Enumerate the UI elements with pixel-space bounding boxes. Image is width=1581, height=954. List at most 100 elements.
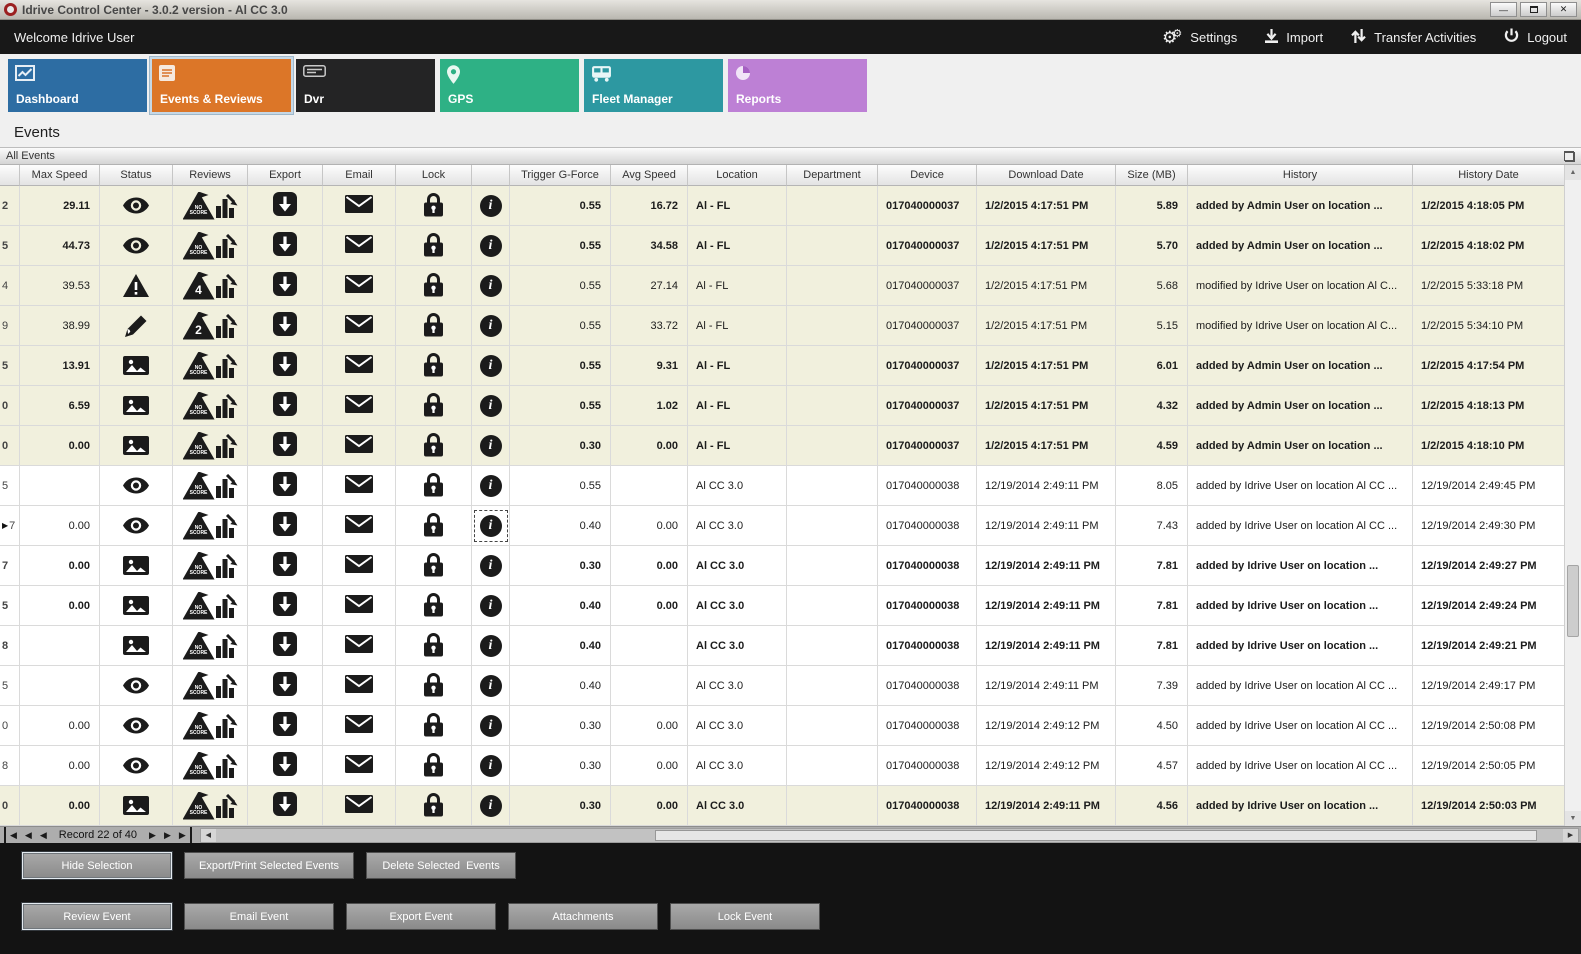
hide-selection-button[interactable]: Hide Selection bbox=[22, 852, 172, 879]
next-page-button[interactable]: ▶ bbox=[160, 827, 175, 843]
lock-cell[interactable] bbox=[396, 426, 472, 466]
info-cell[interactable]: i bbox=[472, 386, 510, 426]
column-header-max-speed[interactable]: Max Speed bbox=[20, 165, 100, 186]
status-cell[interactable] bbox=[100, 586, 173, 626]
table-row[interactable]: ▶5 44.73 NO SCORE i 0.55 34.58 Al - FL 0… bbox=[0, 226, 1564, 266]
email-cell[interactable] bbox=[323, 186, 396, 226]
status-cell[interactable] bbox=[100, 186, 173, 226]
vertical-scrollbar[interactable]: ▲ ▼ bbox=[1564, 165, 1581, 826]
status-cell[interactable] bbox=[100, 506, 173, 546]
email-cell[interactable] bbox=[323, 746, 396, 786]
prev-page-button[interactable]: ◀ bbox=[21, 827, 36, 843]
export-cell[interactable] bbox=[248, 346, 323, 386]
lock-cell[interactable] bbox=[396, 186, 472, 226]
lock-cell[interactable] bbox=[396, 346, 472, 386]
lock-cell[interactable] bbox=[396, 306, 472, 346]
tab-dvr[interactable]: Dvr bbox=[296, 59, 435, 112]
next-record-button[interactable]: ▶ bbox=[145, 827, 160, 843]
column-header-location[interactable]: Location bbox=[688, 165, 787, 186]
export-cell[interactable] bbox=[248, 386, 323, 426]
export-cell[interactable] bbox=[248, 586, 323, 626]
transfer-activities-button[interactable]: Transfer Activities bbox=[1351, 29, 1476, 46]
email-event-button[interactable]: Email Event bbox=[184, 903, 334, 930]
settings-button[interactable]: ⚙⚙ Settings bbox=[1162, 29, 1237, 46]
email-cell[interactable] bbox=[323, 546, 396, 586]
export-cell[interactable] bbox=[248, 546, 323, 586]
lock-cell[interactable] bbox=[396, 226, 472, 266]
lock-event-button[interactable]: Lock Event bbox=[670, 903, 820, 930]
table-row[interactable]: ▶5 0.00 NO SCORE i 0.40 0.00 Al CC 3.0 0… bbox=[0, 586, 1564, 626]
import-button[interactable]: Import bbox=[1265, 29, 1323, 46]
close-button[interactable]: ✕ bbox=[1550, 2, 1577, 17]
vertical-scrollbar-thumb[interactable] bbox=[1567, 565, 1579, 637]
email-cell[interactable] bbox=[323, 666, 396, 706]
status-cell[interactable] bbox=[100, 546, 173, 586]
reviews-cell[interactable]: NO SCORE bbox=[173, 786, 248, 826]
table-row[interactable]: ▶2 29.11 NO SCORE i 0.55 16.72 Al - FL 0… bbox=[0, 186, 1564, 226]
reviews-cell[interactable]: NO SCORE bbox=[173, 626, 248, 666]
tab-reports[interactable]: Reports bbox=[728, 59, 867, 112]
table-row[interactable]: ▶0 0.00 NO SCORE i 0.30 0.00 Al CC 3.0 0… bbox=[0, 706, 1564, 746]
info-cell[interactable]: i bbox=[472, 426, 510, 466]
email-cell[interactable] bbox=[323, 706, 396, 746]
column-header-info[interactable] bbox=[472, 165, 510, 186]
export-cell[interactable] bbox=[248, 746, 323, 786]
status-cell[interactable] bbox=[100, 666, 173, 706]
reviews-cell[interactable]: NO SCORE bbox=[173, 666, 248, 706]
scroll-right-icon[interactable]: ▶ bbox=[1563, 829, 1578, 842]
status-cell[interactable] bbox=[100, 426, 173, 466]
review-event-button[interactable]: Review Event bbox=[22, 903, 172, 930]
info-cell[interactable]: i bbox=[472, 626, 510, 666]
status-cell[interactable] bbox=[100, 266, 173, 306]
scroll-left-icon[interactable]: ◀ bbox=[201, 829, 216, 842]
lock-cell[interactable] bbox=[396, 506, 472, 546]
column-header-history[interactable]: History bbox=[1188, 165, 1413, 186]
lock-cell[interactable] bbox=[396, 626, 472, 666]
lock-cell[interactable] bbox=[396, 546, 472, 586]
column-header-trigger-g-force[interactable]: Trigger G-Force bbox=[510, 165, 611, 186]
info-cell[interactable]: i bbox=[472, 506, 510, 546]
info-cell[interactable]: i bbox=[472, 786, 510, 826]
info-cell[interactable]: i bbox=[472, 306, 510, 346]
column-header-department[interactable]: Department bbox=[787, 165, 878, 186]
info-cell[interactable]: i bbox=[472, 546, 510, 586]
tab-dashboard[interactable]: Dashboard bbox=[8, 59, 147, 112]
reviews-cell[interactable]: 2 bbox=[173, 306, 248, 346]
email-cell[interactable] bbox=[323, 346, 396, 386]
info-cell[interactable]: i bbox=[472, 226, 510, 266]
table-row[interactable]: ▶0 0.00 NO SCORE i 0.30 0.00 Al CC 3.0 0… bbox=[0, 786, 1564, 826]
column-header-size-mb[interactable]: Size (MB) bbox=[1116, 165, 1188, 186]
reviews-cell[interactable]: NO SCORE bbox=[173, 546, 248, 586]
email-cell[interactable] bbox=[323, 786, 396, 826]
info-cell[interactable]: i bbox=[472, 666, 510, 706]
status-cell[interactable] bbox=[100, 306, 173, 346]
export-print-selected-events-button[interactable]: Export/Print Selected Events bbox=[184, 852, 354, 879]
attachments-button[interactable]: Attachments bbox=[508, 903, 658, 930]
tab-fleet-manager[interactable]: Fleet Manager bbox=[584, 59, 723, 112]
status-cell[interactable] bbox=[100, 626, 173, 666]
export-cell[interactable] bbox=[248, 426, 323, 466]
minimize-button[interactable]: — bbox=[1490, 2, 1517, 17]
status-cell[interactable] bbox=[100, 786, 173, 826]
email-cell[interactable] bbox=[323, 226, 396, 266]
lock-cell[interactable] bbox=[396, 746, 472, 786]
email-cell[interactable] bbox=[323, 426, 396, 466]
table-row[interactable]: ▶8 NO SCORE i 0.40 Al CC 3.0 01704000003… bbox=[0, 626, 1564, 666]
email-cell[interactable] bbox=[323, 626, 396, 666]
column-header-status[interactable]: Status bbox=[100, 165, 173, 186]
lock-cell[interactable] bbox=[396, 706, 472, 746]
table-row[interactable]: ▶7 0.00 NO SCORE i 0.30 0.00 Al CC 3.0 0… bbox=[0, 546, 1564, 586]
panel-restore-icon[interactable] bbox=[1564, 152, 1575, 161]
scroll-up-icon[interactable]: ▲ bbox=[1565, 165, 1581, 180]
export-cell[interactable] bbox=[248, 626, 323, 666]
reviews-cell[interactable]: NO SCORE bbox=[173, 426, 248, 466]
reviews-cell[interactable]: NO SCORE bbox=[173, 386, 248, 426]
column-header-email[interactable]: Email bbox=[323, 165, 396, 186]
status-cell[interactable] bbox=[100, 226, 173, 266]
reviews-cell[interactable]: NO SCORE bbox=[173, 466, 248, 506]
column-header-history-date[interactable]: History Date bbox=[1413, 165, 1564, 186]
lock-cell[interactable] bbox=[396, 386, 472, 426]
export-cell[interactable] bbox=[248, 186, 323, 226]
status-cell[interactable] bbox=[100, 466, 173, 506]
reviews-cell[interactable]: NO SCORE bbox=[173, 586, 248, 626]
